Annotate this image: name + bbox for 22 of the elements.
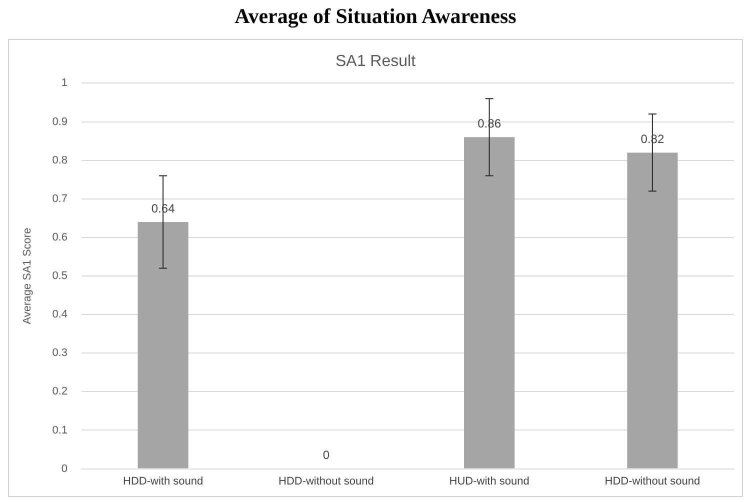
y-axis-title: Average SA1 Score bbox=[22, 228, 34, 324]
y-tick-label: 0.9 bbox=[52, 116, 68, 128]
y-tick-label: 0.6 bbox=[52, 231, 68, 244]
y-tick-label: 0.3 bbox=[52, 347, 68, 360]
chart-title: Average of Situation Awareness bbox=[234, 4, 518, 29]
bar bbox=[464, 137, 515, 468]
bar bbox=[627, 152, 678, 468]
x-tick-label: HUD-with sound bbox=[449, 475, 530, 488]
y-tick-label: 0.8 bbox=[52, 154, 68, 166]
bar bbox=[138, 222, 188, 468]
data-label: 0 bbox=[322, 448, 330, 462]
x-tick-label: HDD-without sound bbox=[604, 475, 700, 488]
x-tick-label: HDD-without sound bbox=[278, 475, 374, 488]
y-tick-label: 0.5 bbox=[52, 270, 68, 282]
x-tick-label: HDD-with sound bbox=[123, 475, 204, 488]
y-tick-label: 0 bbox=[61, 462, 68, 475]
chart-subtitle: SA1 Result bbox=[335, 53, 416, 70]
y-tick-label: 0.1 bbox=[52, 424, 68, 436]
y-tick-label: 0.7 bbox=[52, 192, 68, 205]
y-tick-label: 1 bbox=[61, 77, 68, 90]
y-tick-label: 0.4 bbox=[52, 308, 68, 321]
y-tick-label: 0.2 bbox=[52, 386, 68, 398]
